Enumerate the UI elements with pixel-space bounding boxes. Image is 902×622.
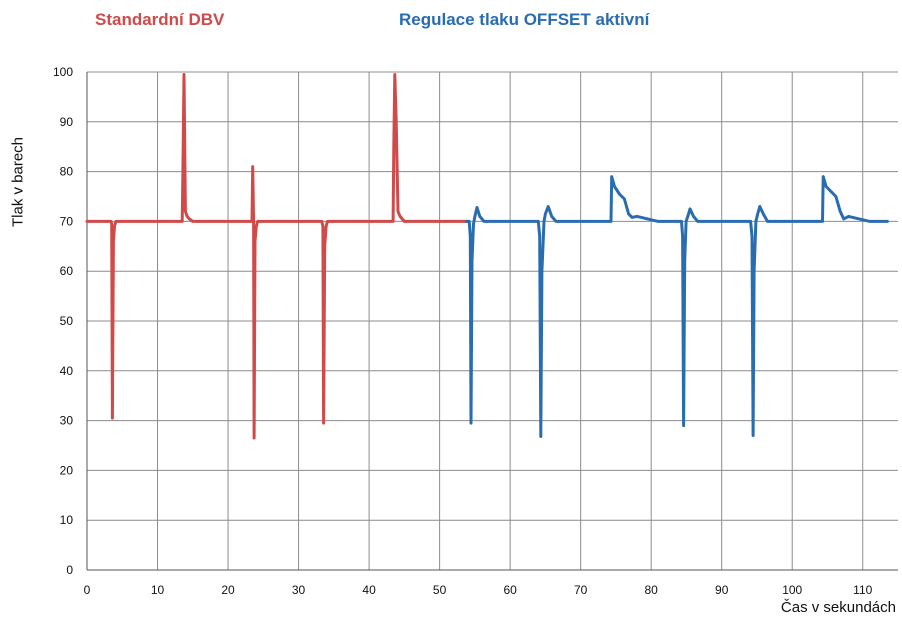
x-tick-label: 20 [221,583,235,597]
y-tick-label: 90 [60,115,74,129]
y-tick-label: 50 [60,314,74,328]
x-tick-label: 50 [433,583,447,597]
x-tick-label: 110 [853,583,872,597]
x-tick-label: 10 [151,583,165,597]
y-tick-label: 80 [60,165,74,179]
series-label-offset: Regulace tlaku OFFSET aktivní [399,10,650,29]
y-tick-label: 30 [60,414,74,428]
x-tick-label: 60 [503,583,517,597]
y-tick-label: 100 [53,65,73,79]
y-tick-label: 10 [60,513,74,527]
x-tick-label: 30 [292,583,306,597]
series-line-1 [85,73,468,440]
x-tick-label: 0 [84,583,91,597]
x-axis-title: Čas v sekundách [780,599,896,616]
series-line-2 [464,175,889,438]
x-tick-label: 100 [782,583,802,597]
x-tick-label: 70 [574,583,588,597]
x-tick-label: 90 [715,583,729,597]
y-tick-label: 0 [66,563,73,577]
x-tick-label: 80 [644,583,658,597]
y-tick-label: 60 [60,264,74,278]
x-tick-label: 40 [362,583,376,597]
y-tick-label: 70 [60,214,74,228]
series-label-standard: Standardní DBV [95,10,225,29]
y-tick-label: 20 [60,463,74,477]
y-tick-label: 40 [60,364,74,378]
